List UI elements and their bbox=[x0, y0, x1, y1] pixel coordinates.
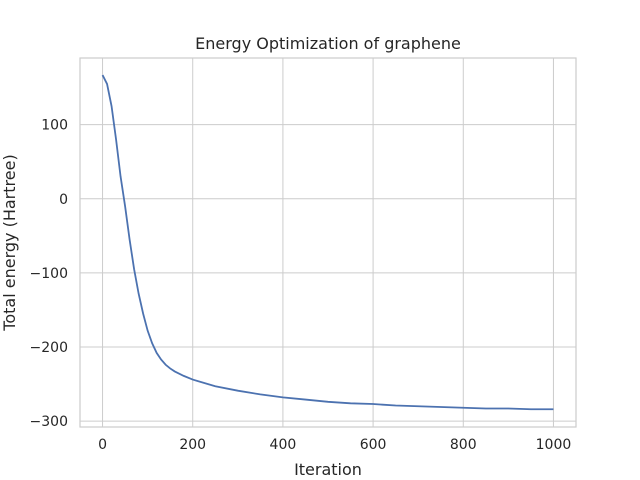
x-tick-label: 1000 bbox=[536, 437, 572, 453]
y-tick-label: −100 bbox=[30, 266, 68, 282]
series-layer bbox=[101, 74, 554, 411]
y-axis-title: Total energy (Hartree) bbox=[0, 154, 19, 331]
chart-title: Energy Optimization of graphene bbox=[195, 34, 461, 53]
x-tick-label: 400 bbox=[270, 437, 297, 453]
x-tick-label: 0 bbox=[98, 437, 107, 453]
y-tick-label: 100 bbox=[41, 118, 68, 134]
x-tick-labels: 0 200 400 600 800 1000 bbox=[98, 437, 571, 453]
y-tick-label: 0 bbox=[59, 192, 68, 208]
x-axis-title: Iteration bbox=[294, 460, 362, 479]
x-tick-label: 200 bbox=[179, 437, 206, 453]
plot-frame bbox=[79, 57, 577, 428]
x-tick-label: 800 bbox=[450, 437, 477, 453]
y-tick-label: −300 bbox=[30, 414, 68, 430]
series-line bbox=[101, 74, 554, 411]
grid-lines bbox=[80, 58, 576, 427]
y-tick-labels: −300 −200 −100 0 100 bbox=[30, 118, 68, 430]
x-tick-label: 600 bbox=[360, 437, 387, 453]
y-tick-label: −200 bbox=[30, 340, 68, 356]
